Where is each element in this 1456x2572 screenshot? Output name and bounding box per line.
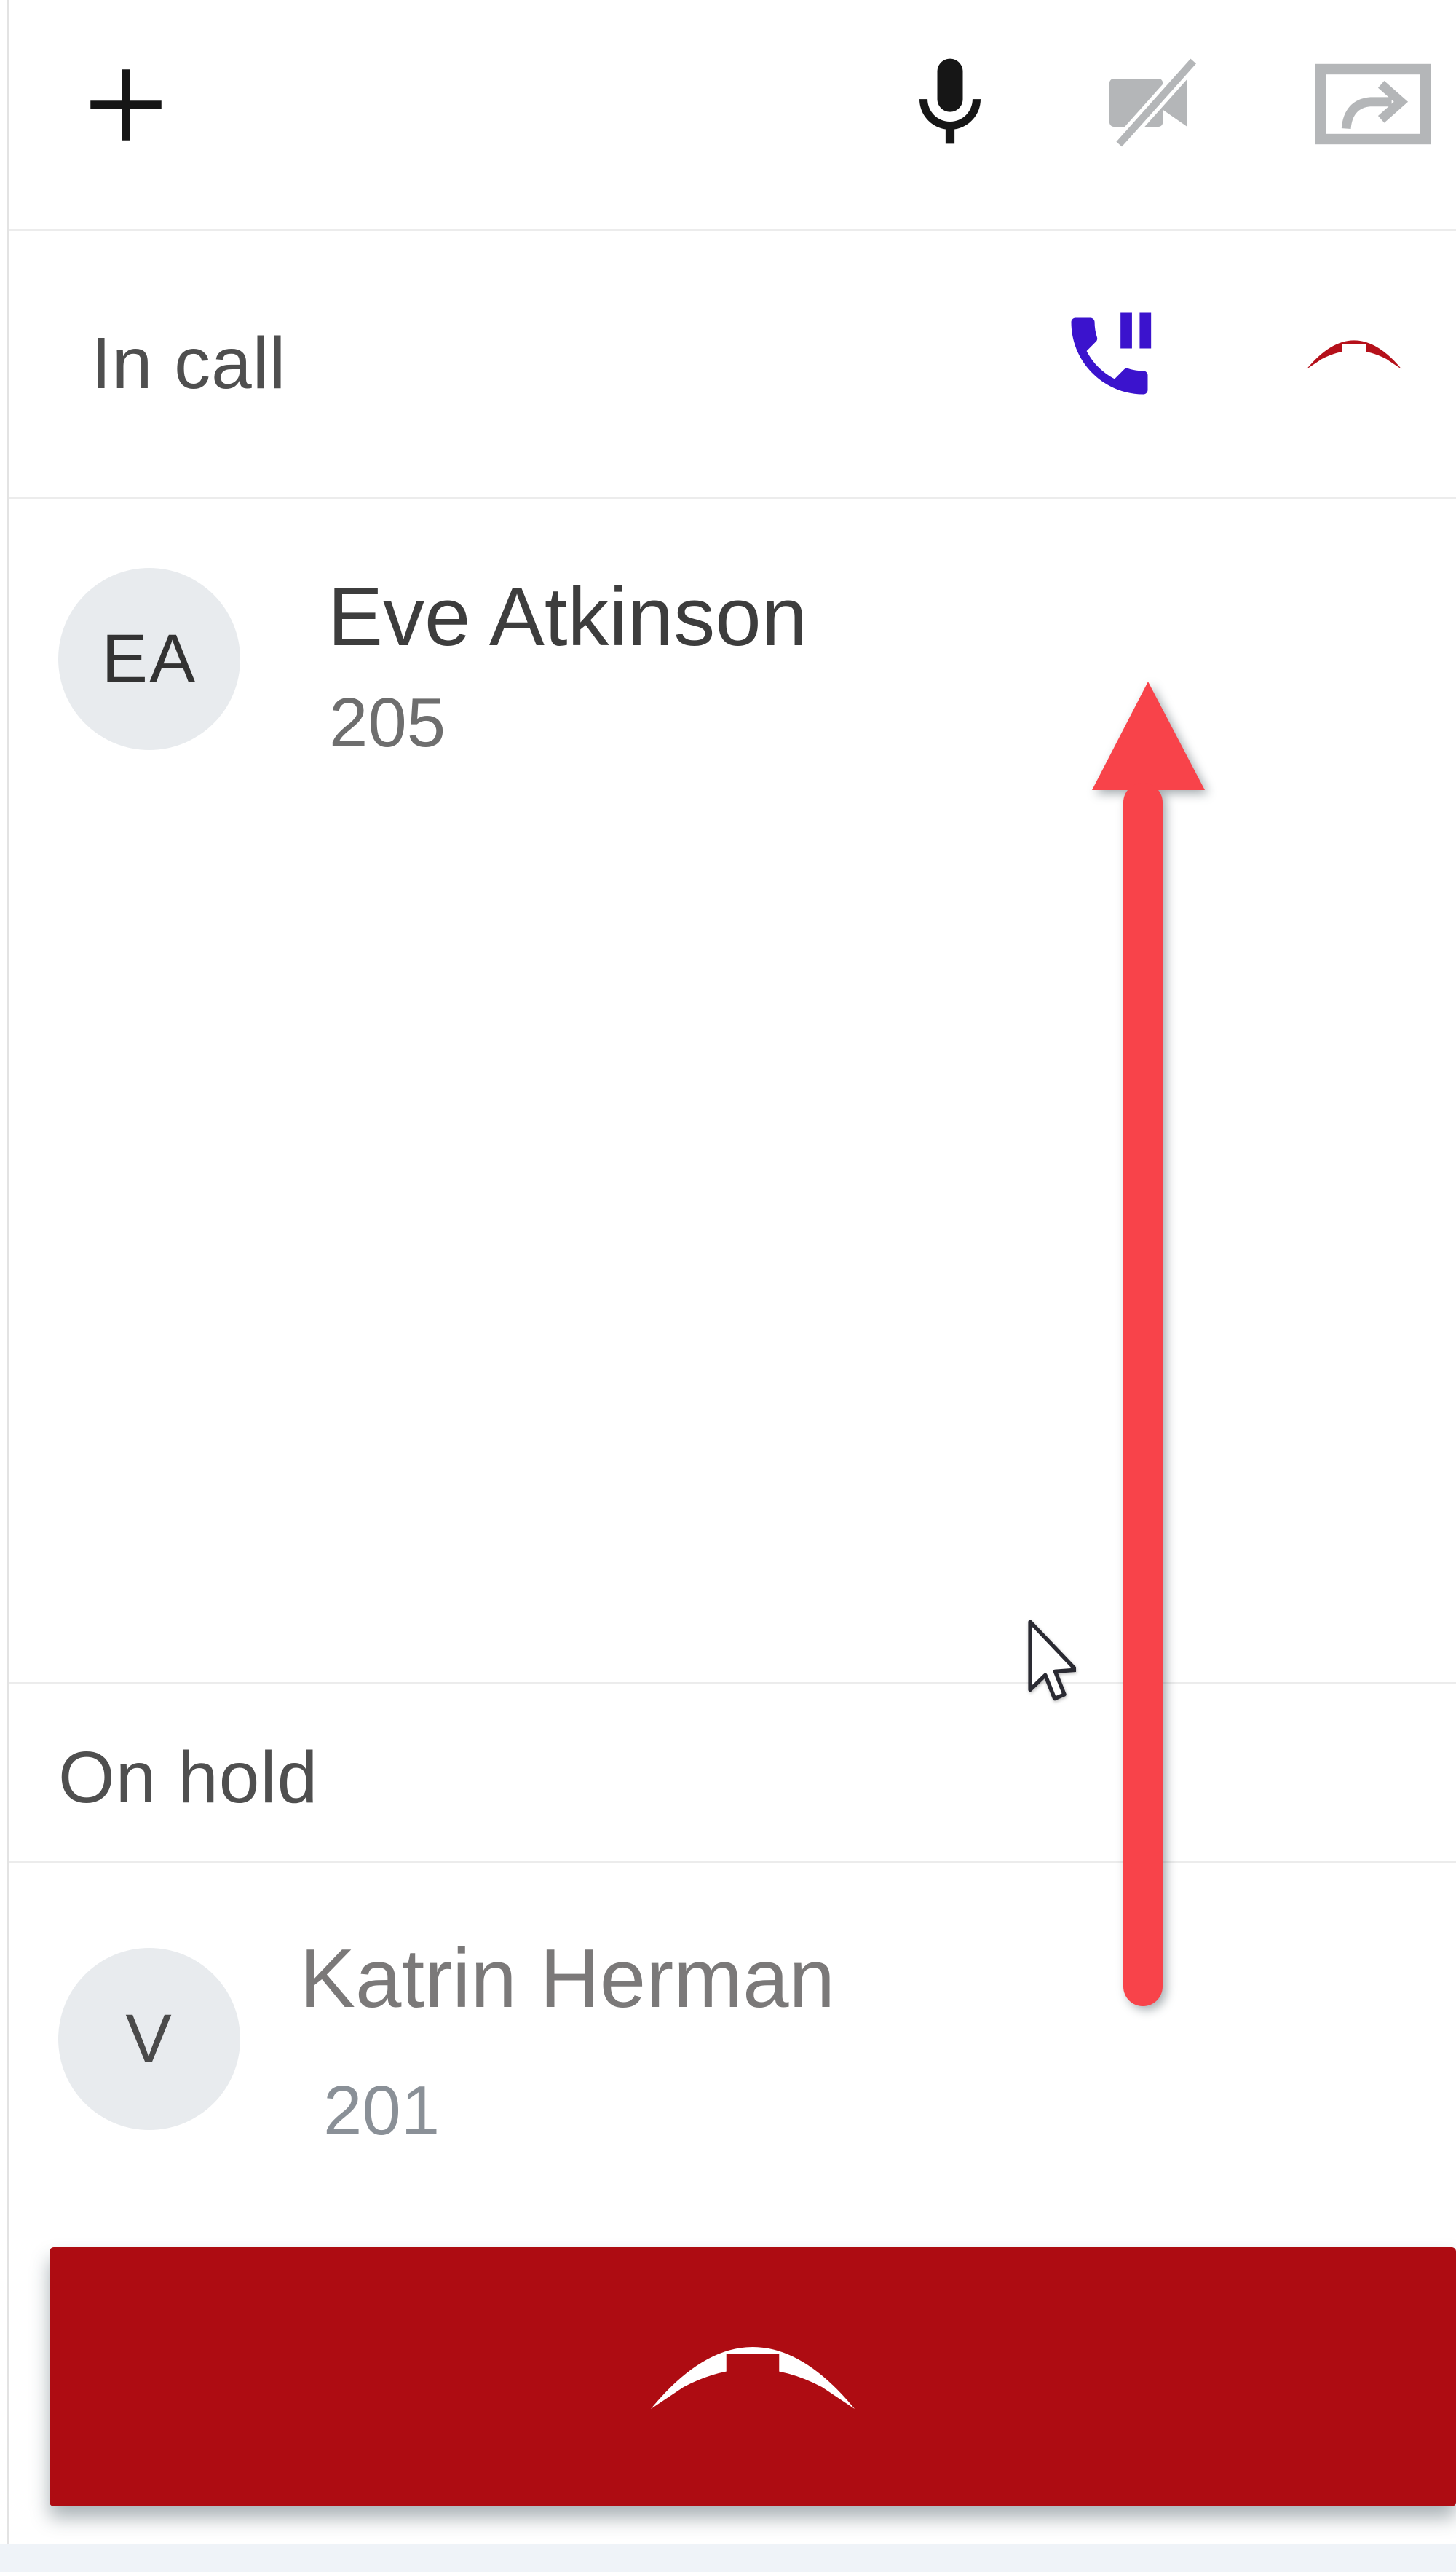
video-camera-off-icon xyxy=(1101,53,1214,154)
mouse-cursor xyxy=(1026,1618,1078,1708)
in-call-section-label: In call xyxy=(91,323,287,404)
hangup-handset-icon xyxy=(1303,335,1405,375)
hold-call-button[interactable] xyxy=(1059,306,1160,408)
held-call-number: 201 xyxy=(323,2072,440,2150)
on-hold-top-divider xyxy=(9,1682,1456,1684)
on-hold-section-label: On hold xyxy=(58,1737,319,1818)
avatar-initials: EA xyxy=(101,620,197,698)
avatar-initials: V xyxy=(125,2000,173,2078)
mute-microphone-button[interactable] xyxy=(899,48,1001,156)
toolbar-divider xyxy=(9,229,1456,231)
on-hold-bottom-divider xyxy=(9,1861,1456,1863)
end-call-icon-button[interactable] xyxy=(1303,335,1405,374)
microphone-icon xyxy=(899,47,1001,157)
avatar: V xyxy=(58,1948,240,2130)
plus-icon xyxy=(79,58,173,154)
active-call-item[interactable]: EA xyxy=(58,568,240,750)
active-call-number: 205 xyxy=(329,684,446,762)
video-muted-button[interactable] xyxy=(1101,54,1214,153)
transfer-call-button[interactable] xyxy=(1315,61,1431,149)
annotation-arrow-up xyxy=(1077,659,1208,2017)
hangup-handset-icon xyxy=(644,2336,862,2418)
held-call-item[interactable]: V xyxy=(58,1948,240,2130)
transfer-arrow-icon xyxy=(1315,60,1431,150)
in-call-divider xyxy=(9,497,1456,499)
phone-paused-icon xyxy=(1059,305,1160,409)
add-call-button[interactable] xyxy=(79,58,173,153)
avatar: EA xyxy=(58,568,240,750)
active-call-name: Eve Atkinson xyxy=(328,571,808,663)
panel-left-border xyxy=(7,0,9,2544)
end-call-button[interactable] xyxy=(50,2247,1456,2506)
held-call-name: Katrin Herman xyxy=(300,1933,835,2025)
bottom-strip xyxy=(0,2544,1456,2572)
